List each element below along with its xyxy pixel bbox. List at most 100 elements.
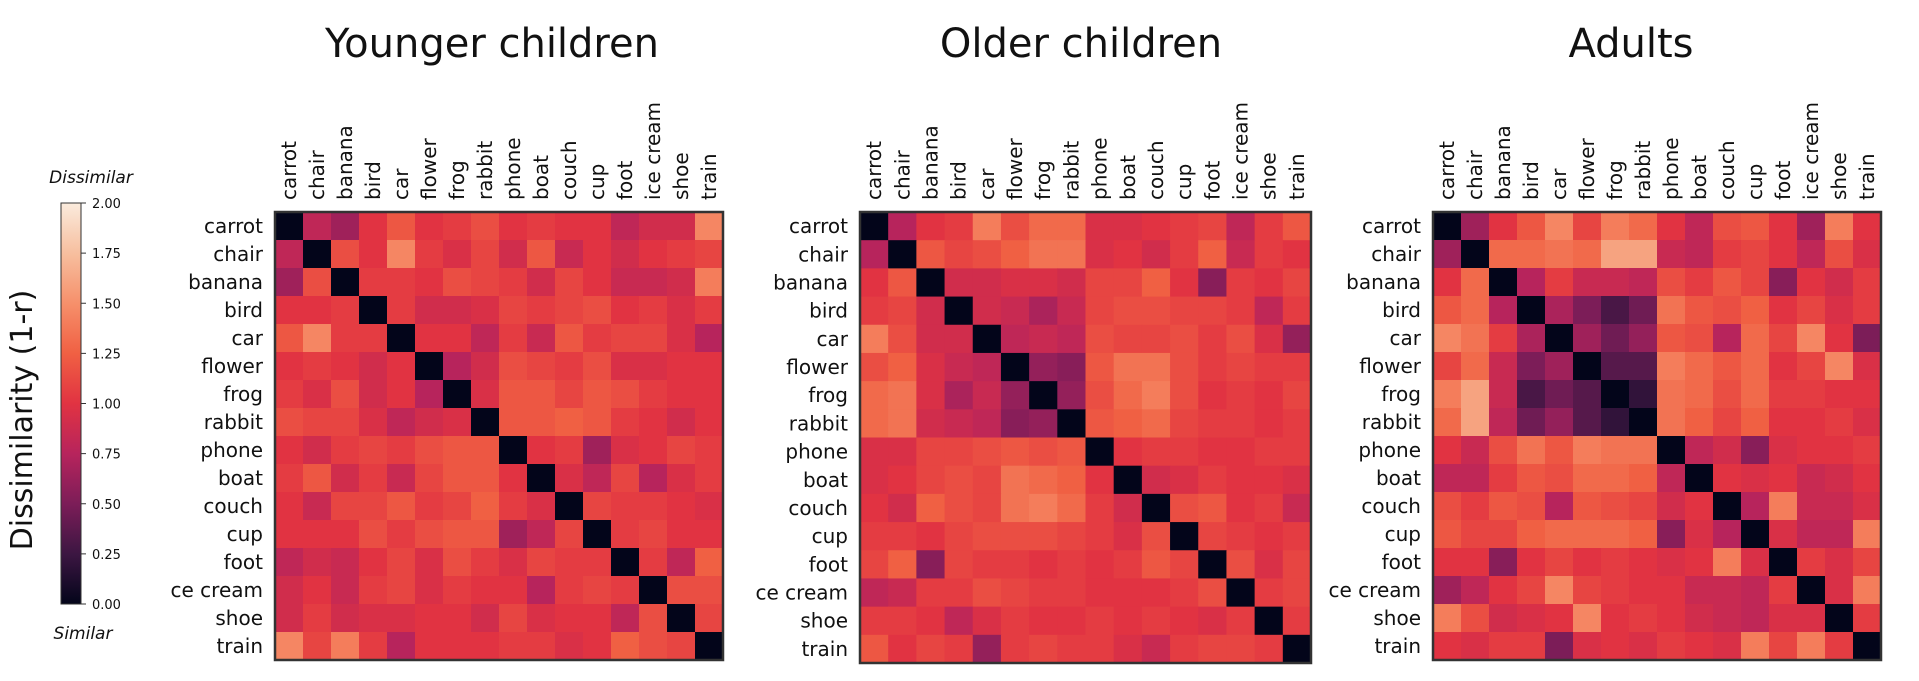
heatmap-cell (1713, 576, 1742, 605)
heatmap-cell (1085, 381, 1115, 410)
heatmap-cell (359, 436, 388, 465)
heatmap-cell (303, 212, 332, 241)
heatmap-cell (1685, 492, 1714, 521)
heatmap-cell (275, 520, 304, 549)
heatmap-cell (944, 240, 974, 269)
heatmap-cell (1170, 606, 1199, 636)
heatmap-cell (1085, 578, 1115, 608)
heatmap-cell (1282, 352, 1312, 382)
heatmap-cell (695, 324, 724, 353)
heatmap-cell (555, 576, 584, 605)
heatmap-cell (888, 240, 917, 269)
heatmap-cell (331, 548, 360, 577)
heatmap-cell (1517, 632, 1546, 661)
heatmap-cell (527, 520, 556, 549)
row-tick-label: car (1390, 326, 1422, 350)
heatmap-cell (916, 578, 946, 608)
heatmap-cell (667, 576, 696, 605)
heatmap-cell (860, 437, 889, 467)
heatmap-cell (1853, 380, 1882, 409)
row-tick-label: couch (1361, 494, 1421, 518)
heatmap-cell (944, 493, 974, 523)
heatmap-cell (1517, 464, 1546, 493)
heatmap-cell (1461, 604, 1490, 633)
heatmap-cell (471, 240, 500, 269)
heatmap-cell (1282, 212, 1312, 241)
heatmap-cell (415, 268, 444, 297)
heatmap-cell (1141, 522, 1171, 551)
heatmap-cell (1000, 606, 1030, 636)
heatmap-cell (1226, 522, 1256, 551)
column-tick-label: boat (529, 155, 553, 200)
heatmap-cell (1573, 464, 1602, 493)
heatmap-cell (944, 522, 974, 551)
heatmap-cell (1000, 522, 1030, 551)
heatmap-cell (1057, 324, 1087, 354)
heatmap-cell (667, 464, 696, 493)
heatmap-cell (443, 464, 472, 493)
heatmap-cell (527, 464, 556, 493)
heatmap-cell (1825, 604, 1854, 633)
heatmap-cell (387, 408, 416, 437)
heatmap-cell (1573, 240, 1602, 269)
heatmap-cell (1825, 408, 1854, 437)
heatmap-cell (916, 465, 946, 495)
heatmap-cell (471, 604, 500, 633)
heatmap-cell (1433, 632, 1462, 661)
heatmap-cell (1853, 436, 1882, 465)
heatmap-cell (916, 296, 946, 326)
heatmap-cell (1057, 296, 1087, 326)
heatmap-cell (1517, 436, 1546, 465)
colorbar-label: Dissimilarity (1-r) (5, 290, 40, 551)
heatmap-cell (1000, 437, 1030, 467)
heatmap-cell (1769, 548, 1798, 577)
row-tick-label: frog (223, 382, 263, 406)
heatmap-cell (1029, 324, 1058, 354)
heatmap-cell (1657, 240, 1686, 269)
heatmap-cell (1254, 324, 1284, 354)
heatmap-cell (1769, 408, 1798, 437)
heatmap-cell (1282, 437, 1312, 467)
heatmap-cell (527, 576, 556, 605)
heatmap-cell (1282, 634, 1312, 664)
heatmap-cell (972, 268, 1002, 298)
row-tick-label: banana (188, 270, 263, 294)
column-tick-label: boat (1687, 155, 1711, 200)
heatmap-cell (1769, 380, 1798, 409)
heatmap-cell (471, 268, 500, 297)
heatmap-cell (275, 324, 304, 353)
heatmap-cell (387, 380, 416, 409)
heatmap-cell (695, 268, 724, 297)
heatmap-cell (1545, 240, 1574, 269)
heatmap-cell (1029, 606, 1058, 636)
heatmap-cell (1741, 604, 1770, 633)
column-tick-label: rabbit (1631, 141, 1655, 200)
heatmap-cell (583, 240, 612, 269)
heatmap-cell (944, 550, 974, 580)
heatmap-cell (944, 381, 974, 410)
heatmap-cell (1769, 436, 1798, 465)
row-tick-label: cup (1385, 522, 1421, 546)
heatmap-cell (1254, 212, 1284, 241)
heatmap-cell (471, 212, 500, 241)
heatmap-cell (359, 604, 388, 633)
heatmap-cell (1545, 324, 1574, 353)
heatmap-panels: Younger childrencarrotchairbananabirdcar… (171, 21, 1883, 665)
heatmap-cell (667, 604, 696, 633)
heatmap-cell (1713, 436, 1742, 465)
heatmap-cell (359, 464, 388, 493)
heatmap-cell (443, 212, 472, 241)
heatmap-cell (1853, 212, 1882, 241)
heatmap-cell (1433, 408, 1462, 437)
heatmap-cell (1853, 548, 1882, 577)
heatmap-cell (860, 634, 889, 664)
heatmap-cell (667, 296, 696, 325)
column-tick-label: cup (1172, 164, 1196, 200)
heatmap-cell (916, 212, 946, 241)
heatmap-cell (1853, 268, 1882, 297)
heatmap-cell (916, 437, 946, 467)
heatmap-cell (1657, 604, 1686, 633)
heatmap-cell (1601, 604, 1630, 633)
panel-title: Older children (940, 21, 1222, 67)
